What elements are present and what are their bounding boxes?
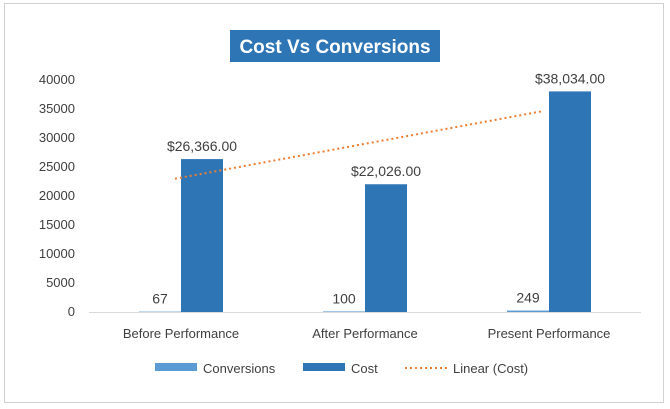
- legend-swatch-cost: [303, 363, 345, 371]
- y-tick-label: 25000: [39, 159, 75, 174]
- bar-conversions: [507, 310, 549, 312]
- y-tick-label: 40000: [39, 72, 75, 87]
- trendline-layer: [174, 110, 544, 180]
- chart-title: Cost Vs Conversions: [239, 37, 430, 58]
- data-label-conversions: 100: [332, 290, 356, 306]
- data-label-conversions: 67: [152, 291, 168, 307]
- bars-layer: [139, 91, 591, 312]
- data-label-conversions: 249: [516, 290, 540, 306]
- data-labels-layer: 67 100 249 $26,366.00 $22,026.00 $38,034.00: [152, 70, 605, 306]
- data-label-cost: $38,034.00: [535, 70, 605, 86]
- y-tick-label: 30000: [39, 130, 75, 145]
- y-tick-label: 0: [68, 304, 75, 319]
- bar-cost: [549, 91, 591, 312]
- x-category-label: After Performance: [312, 326, 418, 341]
- legend-swatch-conversions: [155, 363, 197, 371]
- legend-label-conversions: Conversions: [203, 361, 276, 376]
- y-tick-label: 20000: [39, 188, 75, 203]
- legend-label-linear-cost: Linear (Cost): [453, 361, 528, 376]
- y-axis: 0 5000 10000 15000 20000 25000 30000 35000 40000: [39, 72, 75, 319]
- chart-title-background: [230, 30, 440, 62]
- cost-vs-conversions-chart: Cost Vs Conversions 0 5000 10000 15000 20000…: [39, 30, 641, 376]
- x-axis: Before Performance After Performance Prese…: [89, 312, 641, 341]
- y-tick-label: 35000: [39, 101, 75, 116]
- y-tick-label: 5000: [46, 275, 75, 290]
- chart-title-group: Cost Vs Conversions: [230, 30, 440, 62]
- trendline-linear-cost: [174, 110, 544, 180]
- legend: Conversions Cost Linear (Cost): [155, 361, 528, 376]
- x-category-label: Before Performance: [123, 326, 239, 341]
- x-category-label: Present Performance: [488, 326, 611, 341]
- data-label-cost: $26,366.00: [167, 138, 237, 154]
- data-label-cost: $22,026.00: [351, 163, 421, 179]
- bar-conversions: [323, 311, 365, 312]
- y-tick-label: 15000: [39, 217, 75, 232]
- bar-cost: [181, 159, 223, 312]
- y-tick-label: 10000: [39, 246, 75, 261]
- chart-frame: Cost Vs Conversions 0 5000 10000 15000 20000…: [4, 3, 664, 403]
- legend-label-cost: Cost: [351, 361, 378, 376]
- bar-cost: [365, 184, 407, 312]
